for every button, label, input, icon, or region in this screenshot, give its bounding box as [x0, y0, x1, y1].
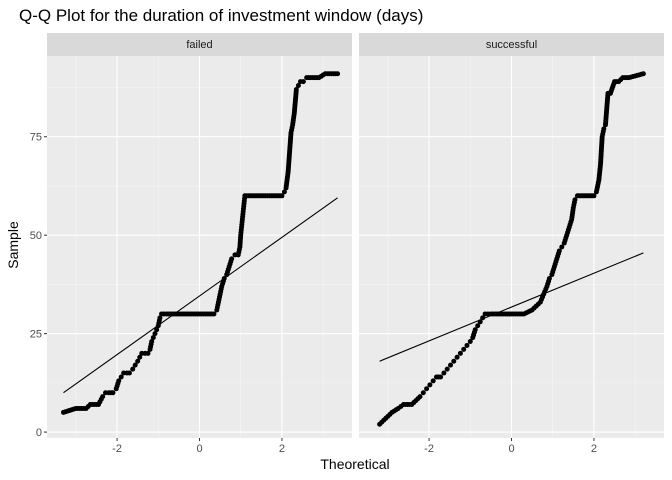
data-point	[300, 79, 306, 85]
data-point	[281, 189, 287, 195]
data-point	[137, 354, 143, 360]
chart-title: Q-Q Plot for the duration of investment …	[19, 6, 423, 25]
data-point	[126, 370, 132, 376]
data-point	[461, 346, 467, 352]
x-tick-label: 0	[196, 443, 202, 455]
qq-reference-line	[379, 252, 644, 362]
data-point	[118, 374, 124, 380]
data-point	[135, 358, 141, 364]
facet-strip	[47, 33, 352, 56]
data-point	[475, 323, 481, 329]
qq-reference-line	[63, 197, 338, 394]
data-point	[150, 335, 156, 341]
data-point	[559, 244, 565, 250]
y-axis-title: Sample	[5, 221, 21, 269]
sample-points	[377, 71, 646, 427]
data-point	[591, 193, 597, 199]
data-point	[295, 83, 301, 89]
x-tick-label: -2	[424, 443, 434, 455]
x-tick-label: 2	[591, 443, 597, 455]
facet-label: successful	[486, 39, 537, 51]
data-point	[149, 339, 155, 345]
data-point	[430, 378, 436, 384]
data-point	[572, 197, 578, 203]
data-point	[480, 315, 486, 321]
y-axis: 0 25 50 75	[30, 132, 47, 439]
data-point	[110, 390, 116, 396]
data-point	[420, 390, 426, 396]
data-point	[132, 362, 138, 368]
data-point	[457, 350, 463, 356]
y-tick-label: 25	[30, 329, 42, 341]
data-point	[279, 193, 285, 199]
facet-panels: failed -2 0 2 successful -2 0 2	[47, 33, 664, 455]
data-point	[130, 366, 136, 372]
data-point	[444, 366, 450, 372]
data-point	[556, 248, 562, 254]
facet-panel-successful: successful -2 0 2	[359, 33, 664, 455]
sample-points	[60, 71, 341, 415]
data-point	[100, 394, 106, 400]
data-point	[335, 71, 341, 77]
data-point	[477, 319, 483, 325]
data-point	[221, 276, 227, 282]
data-point	[441, 370, 447, 376]
x-tick-label: 0	[508, 443, 514, 455]
data-point	[438, 374, 444, 380]
data-point	[154, 327, 160, 333]
data-point	[116, 378, 122, 384]
data-point	[546, 276, 552, 282]
data-point	[464, 342, 470, 348]
data-point	[211, 311, 217, 317]
data-point	[157, 315, 163, 321]
data-point	[293, 86, 299, 92]
y-tick-label: 50	[30, 230, 42, 242]
data-point	[448, 362, 453, 368]
x-tick-label: 2	[279, 443, 285, 455]
data-point	[601, 126, 607, 132]
data-point	[424, 386, 430, 392]
data-point	[229, 256, 235, 262]
data-point	[152, 331, 158, 337]
facet-panel-failed: failed -2 0 2	[47, 33, 352, 455]
y-tick-label: 0	[36, 427, 42, 439]
x-tick-label: -2	[112, 443, 122, 455]
data-point	[451, 358, 457, 364]
data-point	[417, 394, 423, 400]
facet-strip	[359, 33, 664, 56]
x-axis-title: Theoretical	[320, 456, 389, 472]
data-point	[145, 350, 151, 356]
data-point	[454, 354, 460, 360]
data-point	[427, 382, 433, 388]
data-point	[472, 327, 478, 333]
y-tick-label: 75	[30, 132, 42, 144]
facet-label: failed	[186, 39, 212, 51]
data-point	[467, 339, 473, 345]
data-point	[640, 71, 646, 77]
